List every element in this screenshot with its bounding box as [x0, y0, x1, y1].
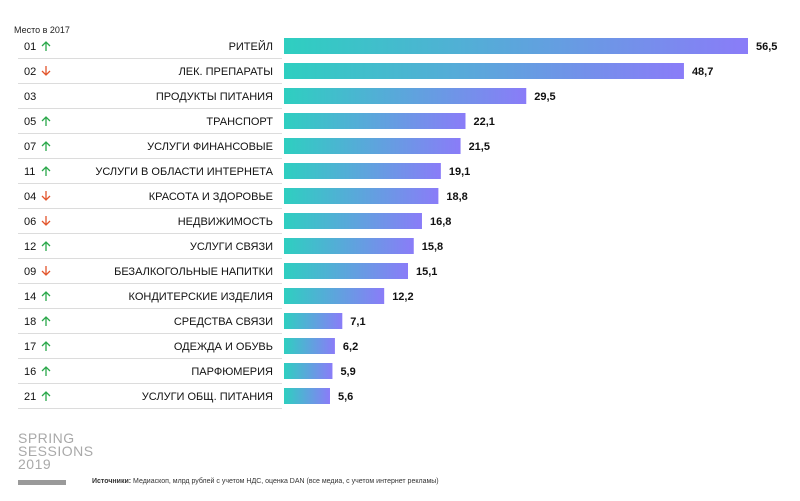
brand-line-3: 2019	[18, 456, 52, 472]
bar	[284, 138, 461, 154]
value-label: 19,1	[449, 166, 470, 178]
arrow-up-icon	[41, 166, 51, 176]
arrow-up-icon	[41, 391, 51, 401]
brand-line-1: SPRING	[18, 430, 75, 446]
category-label: ПРОДУКТЫ ПИТАНИЯ	[156, 91, 273, 103]
rank-label: 11	[24, 166, 35, 178]
rank-label: 01	[24, 41, 36, 53]
category-label: НЕДВИЖИМОСТЬ	[178, 216, 273, 228]
source-note: Источники: Медиаскоп, млрд рублей с учет…	[92, 478, 439, 485]
rank-label: 18	[24, 316, 36, 328]
rank-label: 14	[24, 291, 36, 303]
value-label: 21,5	[469, 141, 490, 153]
bar	[284, 313, 343, 329]
category-label: ЛЕК. ПРЕПАРАТЫ	[179, 66, 273, 78]
bar	[284, 88, 527, 104]
bar	[284, 263, 409, 279]
bar	[284, 288, 385, 304]
value-label: 6,2	[343, 341, 358, 353]
value-label: 7,1	[350, 316, 365, 328]
value-label: 18,8	[446, 191, 467, 203]
bar	[284, 63, 684, 79]
rank-label: 21	[24, 391, 36, 403]
category-label: УСЛУГИ ФИНАНСОВЫЕ	[147, 141, 273, 153]
category-label: СРЕДСТВА СВЯЗИ	[174, 316, 273, 328]
category-label: УСЛУГИ СВЯЗИ	[190, 241, 273, 253]
value-label: 16,8	[430, 216, 451, 228]
rank-label: 03	[24, 91, 36, 103]
value-label: 5,6	[338, 391, 353, 403]
arrow-up-icon	[41, 141, 51, 151]
value-label: 29,5	[534, 91, 555, 103]
value-label: 15,1	[416, 266, 437, 278]
source-label: Источники:	[92, 478, 132, 485]
bar	[284, 213, 422, 229]
bar	[284, 238, 414, 254]
rank-label: 17	[24, 341, 36, 353]
category-label: ПАРФЮМЕРИЯ	[191, 366, 273, 378]
rank-label: 16	[24, 366, 36, 378]
rank-label: 02	[24, 66, 36, 78]
rank-label: 09	[24, 266, 36, 278]
value-label: 5,9	[340, 366, 355, 378]
bar	[284, 363, 333, 379]
rank-label: 12	[24, 241, 36, 253]
bar	[284, 388, 330, 404]
value-label: 12,2	[392, 291, 413, 303]
arrow-up-icon	[41, 341, 51, 351]
rank-label: 04	[24, 191, 36, 203]
source-text: Медиаскоп, млрд рублей с учетом НДС, оце…	[131, 478, 439, 485]
value-label: 15,8	[422, 241, 443, 253]
brand-strip	[18, 480, 66, 485]
arrow-down-icon	[41, 266, 51, 276]
brand-line-2: SESSIONS	[18, 443, 94, 459]
bar	[284, 188, 439, 204]
category-label: КОНДИТЕРСКИЕ ИЗДЕЛИЯ	[129, 291, 274, 303]
category-label: УСЛУГИ ОБЩ. ПИТАНИЯ	[142, 391, 273, 403]
category-label: КРАСОТА И ЗДОРОВЬЕ	[149, 191, 273, 203]
category-label: ОДЕЖДА И ОБУВЬ	[174, 341, 273, 353]
category-label: БЕЗАЛКОГОЛЬНЫЕ НАПИТКИ	[114, 266, 273, 278]
arrow-down-icon	[41, 216, 51, 226]
category-label: УСЛУГИ В ОБЛАСТИ ИНТЕРНЕТА	[95, 166, 273, 178]
arrow-up-icon	[41, 366, 51, 376]
arrow-up-icon	[41, 41, 51, 51]
value-label: 48,7	[692, 66, 713, 78]
arrow-up-icon	[41, 116, 51, 126]
rank-label: 07	[24, 141, 36, 153]
bar	[284, 113, 466, 129]
rank-label: 06	[24, 216, 36, 228]
bar	[284, 163, 441, 179]
rank-label: 05	[24, 116, 36, 128]
arrow-down-icon	[41, 66, 51, 76]
value-label: 56,5	[756, 41, 777, 53]
brand-logo: SPRING SESSIONS 2019	[18, 430, 94, 472]
arrow-down-icon	[41, 191, 51, 201]
category-label: РИТЕЙЛ	[229, 40, 273, 53]
arrow-up-icon	[41, 291, 51, 301]
rank-column-header: Место в 2017	[14, 25, 70, 35]
arrow-up-icon	[41, 316, 51, 326]
arrow-up-icon	[41, 241, 51, 251]
value-label: 22,1	[473, 116, 494, 128]
category-label: ТРАНСПОРТ	[206, 116, 273, 128]
bar	[284, 338, 335, 354]
bar	[284, 38, 748, 54]
